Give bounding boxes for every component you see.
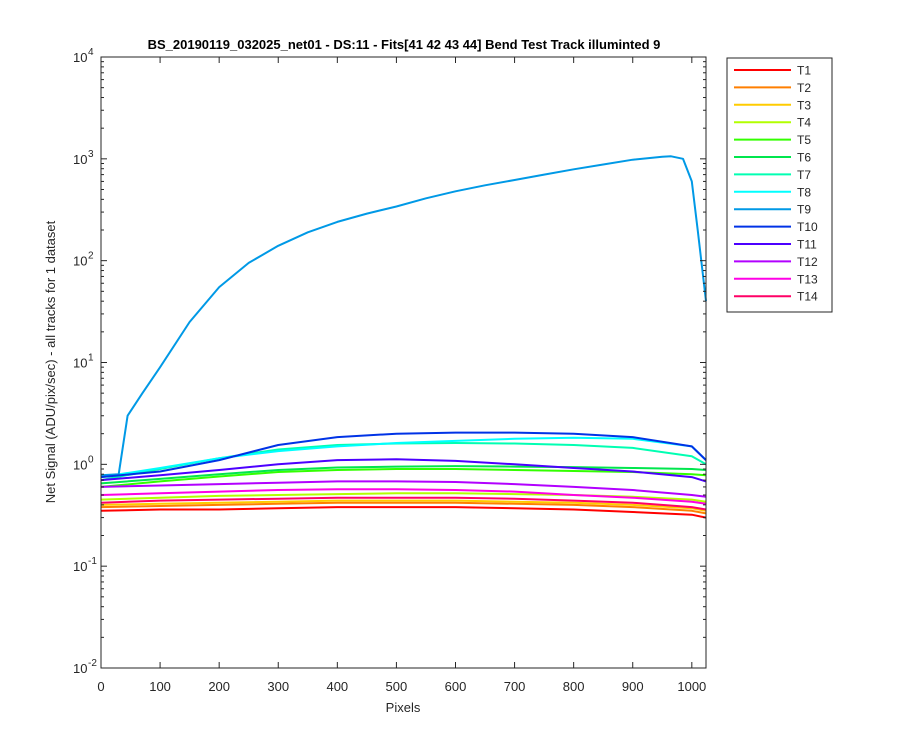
legend-label: T13 <box>797 272 818 286</box>
y-tick-label: 10 1 <box>73 353 94 371</box>
y-tick-label-base: 10 <box>73 254 87 269</box>
series-line-t8 <box>100 436 707 479</box>
y-tick-label: 10 -2 <box>73 658 97 676</box>
x-tick-label: 700 <box>504 679 526 694</box>
legend-label: T6 <box>797 151 811 165</box>
legend-label: T2 <box>797 81 811 95</box>
y-tick-label: 10 4 <box>73 47 94 65</box>
y-tick-label-base: 10 <box>73 661 87 676</box>
x-tick-label: 500 <box>386 679 408 694</box>
legend-label: T7 <box>797 168 811 182</box>
series-line-t6 <box>100 465 707 485</box>
legend-label: T12 <box>797 255 818 269</box>
y-tick-label-exponent: -1 <box>88 556 97 567</box>
legend-label: T9 <box>797 203 811 217</box>
series-line-t10 <box>100 431 707 479</box>
legend-label: T1 <box>797 64 811 78</box>
series-line-t2 <box>100 501 707 515</box>
series-layer <box>100 155 707 519</box>
legend-label: T4 <box>797 116 811 130</box>
y-axis-label: Net Signal (ADU/pix/sec) - all tracks fo… <box>43 220 58 503</box>
series-line-t14 <box>100 496 707 511</box>
legend-label: T5 <box>797 133 811 147</box>
y-tick-label-base: 10 <box>73 457 87 472</box>
y-tick-label: 10 0 <box>73 454 94 472</box>
x-tick-label: 400 <box>326 679 348 694</box>
legend-label: T10 <box>797 220 818 234</box>
x-tick-label: 100 <box>149 679 171 694</box>
legend: T1 T2 T3 T4 T5 T6 T7 T8 T9 T10 T11 T12 T13 T14 <box>726 57 833 313</box>
legend-label: T8 <box>797 185 811 199</box>
y-tick-label-base: 10 <box>73 356 87 371</box>
x-axis-label: Pixels <box>386 700 421 715</box>
legend-label: T3 <box>797 98 811 112</box>
x-tick-label: 200 <box>208 679 230 694</box>
y-tick-label-exponent: 1 <box>88 353 94 364</box>
legend-label: T14 <box>797 290 818 304</box>
legend-box <box>726 57 833 313</box>
x-tick-label: 900 <box>622 679 644 694</box>
series-line-t1 <box>100 506 707 519</box>
legend-label: T11 <box>797 238 817 252</box>
y-tick-label-exponent: 2 <box>88 251 94 262</box>
x-tick-label: 600 <box>445 679 467 694</box>
x-axis: 0 100 200 300 400 500 600 700 800 900 1000 <box>97 57 706 694</box>
y-tick-label: 10 2 <box>73 251 94 269</box>
y-tick-label: 10 3 <box>73 149 94 167</box>
y-tick-label-base: 10 <box>73 559 87 574</box>
series-line-t4 <box>100 492 707 503</box>
y-tick-label-exponent: 4 <box>88 47 94 58</box>
y-tick-label-exponent: 0 <box>88 454 94 465</box>
y-tick-label-exponent: 3 <box>88 149 94 160</box>
x-tick-label: 800 <box>563 679 585 694</box>
series-line-t3 <box>100 499 707 512</box>
series-line-t9 <box>100 155 707 477</box>
series-line-t12 <box>100 480 707 498</box>
chart-title: BS_20190119_032025_net01 - DS:11 - Fits[… <box>148 37 661 52</box>
series-line-t11 <box>100 458 707 483</box>
y-tick-label: 10 -1 <box>73 556 97 574</box>
plot-area <box>101 57 706 668</box>
y-tick-label-exponent: -2 <box>88 658 97 669</box>
x-tick-label: 300 <box>267 679 289 694</box>
x-tick-label: 0 <box>97 679 104 694</box>
x-tick-label: 1000 <box>677 679 706 694</box>
y-tick-label-base: 10 <box>73 50 87 65</box>
series-line-t13 <box>100 488 707 505</box>
y-tick-label-base: 10 <box>73 152 87 167</box>
